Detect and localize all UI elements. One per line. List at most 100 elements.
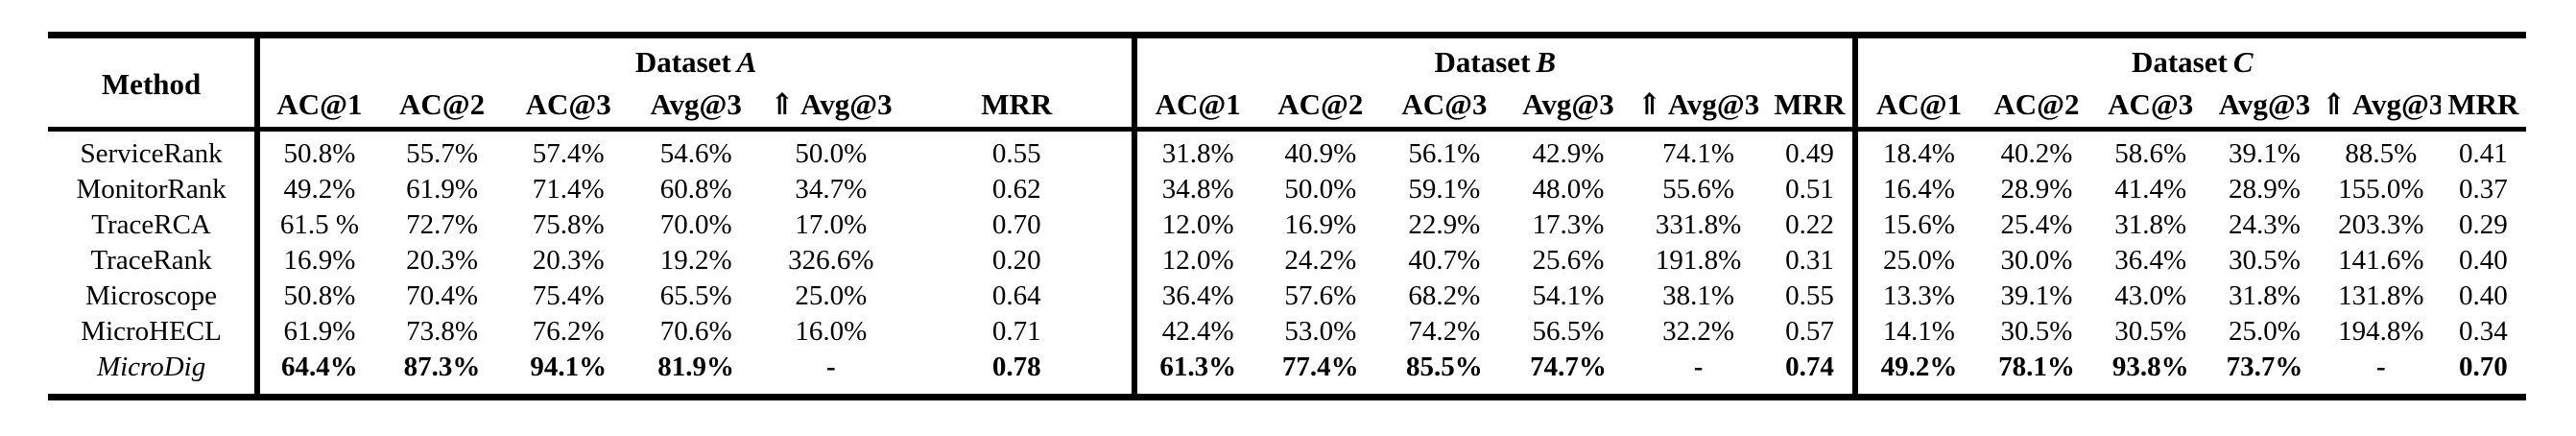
column-header-ac3: AC@3 [525, 87, 611, 121]
table-row: TraceRCA 61.5 % 72.7% 75.8% 70.0% 17.0% … [48, 207, 2526, 243]
value-cell: 203.3% [2338, 209, 2424, 240]
dataset-letter: C [2232, 45, 2254, 79]
table-row: TraceRank 16.9% 20.3% 20.3% 19.2% 326.6%… [48, 243, 2526, 279]
method-cell: MicroHECL [81, 316, 222, 347]
value-cell: 65.5% [659, 280, 732, 311]
value-cell: 0.70 [991, 209, 1041, 240]
value-cell: 64.4% [254, 350, 379, 398]
value-cell: 0.62 [991, 174, 1041, 205]
value-cell: 68.2% [1408, 280, 1481, 311]
value-cell: 50.0% [1284, 174, 1357, 205]
value-cell: 25.0% [2229, 316, 2301, 347]
value-cell: 73.7% [2226, 351, 2303, 382]
value-cell: 0.57 [1785, 316, 1834, 347]
value-cell: 74.1% [1662, 138, 1734, 169]
value-cell: 16.9% [1284, 209, 1357, 240]
value-cell: 61.5 % [254, 207, 379, 243]
value-cell: 20.3% [532, 245, 605, 276]
value-cell: 28.9% [2000, 174, 2073, 205]
value-cell: 326.6% [788, 245, 874, 276]
value-cell: 16.4% [1852, 172, 1980, 207]
value-cell: 0.55 [1785, 280, 1834, 311]
table-body: ServiceRank 50.8% 55.7% 57.4% 54.6% 50.0… [48, 129, 2526, 398]
value-cell: 12.0% [1132, 207, 1259, 243]
dataset-letter: A [736, 45, 757, 79]
table-row: ServiceRank 50.8% 55.7% 57.4% 54.6% 50.0… [48, 129, 2526, 172]
value-cell: 36.4% [2114, 245, 2187, 276]
value-cell: 155.0% [2338, 174, 2424, 205]
value-cell: 20.3% [406, 245, 478, 276]
table-header: Method Dataset A Dataset B Dataset C AC@1 A… [48, 35, 2526, 130]
value-cell: 38.1% [1662, 280, 1734, 311]
value-cell: 25.6% [1532, 245, 1605, 276]
value-cell: 0.40 [2459, 280, 2508, 311]
column-header-mrr: MRR [1774, 87, 1846, 121]
value-cell: 61.3% [1132, 350, 1259, 398]
value-cell: 0.31 [1785, 245, 1834, 276]
method-cell: MicroDig [96, 351, 206, 382]
value-cell: 25.0% [1852, 243, 1980, 279]
method-cell: TraceRCA [91, 209, 211, 240]
value-cell: 94.1% [530, 351, 608, 382]
method-column-header: Method [101, 67, 202, 101]
value-cell: 53.0% [1284, 316, 1357, 347]
value-cell: 55.7% [406, 138, 478, 169]
method-cell: ServiceRank [80, 138, 223, 169]
value-cell: 50.0% [795, 138, 868, 169]
column-header-mrr: MRR [981, 87, 1053, 121]
value-cell: 72.7% [406, 209, 478, 240]
column-header-avg3: Avg@3 [2218, 87, 2311, 121]
value-cell: 141.6% [2338, 245, 2424, 276]
dataset-b-header: Dataset B [1132, 35, 1856, 83]
table-row: MonitorRank 49.2% 61.9% 71.4% 60.8% 34.7… [48, 172, 2526, 207]
value-cell: 0.41 [2459, 138, 2508, 169]
value-cell: - [2375, 351, 2386, 382]
value-cell: 56.1% [1408, 138, 1481, 169]
value-cell: 15.6% [1852, 207, 1980, 243]
dataset-label: Dataset [2131, 45, 2228, 79]
value-cell: 25.4% [2000, 209, 2073, 240]
value-cell: 88.5% [2345, 138, 2418, 169]
value-cell: 61.9% [406, 174, 478, 205]
value-cell: 43.0% [2114, 280, 2187, 311]
value-cell: 34.8% [1132, 172, 1259, 207]
value-cell: 30.5% [2114, 316, 2187, 347]
value-cell: 131.8% [2338, 280, 2424, 311]
value-cell: 24.3% [2229, 209, 2301, 240]
value-cell: 36.4% [1132, 279, 1259, 314]
value-cell: 42.4% [1132, 314, 1259, 350]
value-cell: 22.9% [1408, 209, 1481, 240]
value-cell: 19.2% [659, 245, 732, 276]
value-cell: 87.3% [403, 351, 481, 382]
value-cell: 191.8% [1655, 245, 1742, 276]
value-cell: 25.0% [795, 280, 868, 311]
column-header-uparrow-avg3: ⇑ Avg@3 [1636, 87, 1760, 121]
value-cell: 0.78 [991, 351, 1041, 382]
table-row: MicroHECL 61.9% 73.8% 76.2% 70.6% 16.0% … [48, 314, 2526, 350]
value-cell: 0.70 [2459, 351, 2508, 382]
value-cell: 70.0% [659, 209, 732, 240]
value-cell: 30.0% [2000, 245, 2073, 276]
value-cell: 61.9% [254, 314, 379, 350]
value-cell: 57.6% [1284, 280, 1357, 311]
value-cell: 76.2% [532, 316, 605, 347]
value-cell: 74.2% [1408, 316, 1481, 347]
value-cell: 0.74 [1785, 351, 1834, 382]
value-cell: 77.4% [1281, 351, 1359, 382]
column-header-ac3: AC@3 [1401, 87, 1488, 121]
value-cell: 0.20 [991, 245, 1041, 276]
value-cell: 57.4% [532, 138, 605, 169]
value-cell: 14.1% [1852, 314, 1980, 350]
value-cell: 42.9% [1532, 138, 1605, 169]
value-cell: 0.49 [1785, 138, 1834, 169]
value-cell: 0.40 [2459, 245, 2508, 276]
value-cell: 56.5% [1532, 316, 1605, 347]
value-cell: 59.1% [1408, 174, 1481, 205]
column-header-uparrow-avg3: ⇑ Avg@3 [2321, 87, 2441, 121]
column-header-uparrow-avg3: ⇑ Avg@3 [770, 87, 893, 121]
value-cell: 0.55 [991, 138, 1041, 169]
value-cell: 40.7% [1408, 245, 1481, 276]
value-cell: 48.0% [1532, 174, 1605, 205]
method-cell: MonitorRank [76, 174, 227, 205]
value-cell: 16.9% [254, 243, 379, 279]
